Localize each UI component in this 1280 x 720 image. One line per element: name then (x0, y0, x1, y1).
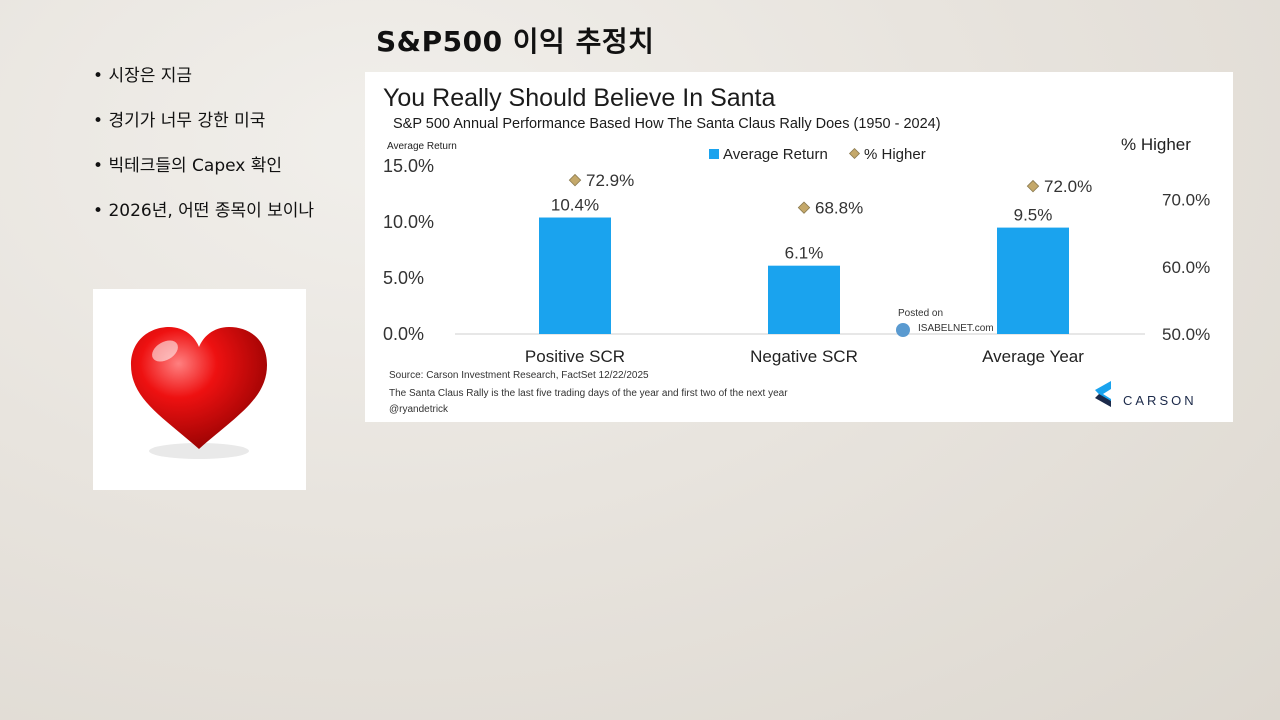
bullet-item: 시장은 지금 (93, 64, 314, 109)
right-axis-label: % Higher (1121, 135, 1191, 154)
category-label: Positive SCR (525, 347, 625, 366)
right-tick-label: 70.0% (1162, 191, 1210, 210)
bar-data-label: 9.5% (1014, 206, 1053, 225)
chart-note: The Santa Claus Rally is the last five t… (389, 388, 788, 399)
chart-source: Source: Carson Investment Research, Fact… (389, 370, 649, 381)
left-axis-label: Average Return (387, 141, 457, 152)
marker-pct-higher (797, 201, 811, 214)
carson-brand: CARSON (1123, 393, 1197, 408)
watermark-line1: Posted on (898, 308, 943, 319)
bar-data-label: 10.4% (551, 196, 599, 215)
left-tick-label: 10.0% (383, 212, 434, 232)
marker-data-label: 68.8% (815, 199, 863, 218)
left-tick-label: 5.0% (383, 268, 424, 288)
heart-icon (131, 327, 267, 459)
marker-pct-higher (568, 173, 582, 187)
carson-logo-icon-shade (1095, 394, 1111, 407)
chart-card: You Really Should Believe In Santa S&P 5… (365, 72, 1233, 422)
marker-pct-higher (1026, 179, 1040, 193)
bar-data-label: 6.1% (785, 244, 824, 263)
legend-swatch-pct-higher (848, 147, 861, 160)
left-tick-label: 15.0% (383, 156, 434, 176)
right-tick-label: 60.0% (1162, 258, 1210, 277)
bar-average-return (539, 217, 611, 334)
category-label: Negative SCR (750, 347, 858, 366)
marker-data-label: 72.0% (1044, 177, 1092, 196)
left-tick-label: 0.0% (383, 324, 424, 344)
globe-icon (896, 323, 910, 337)
carson-logo: CARSON (1095, 381, 1197, 408)
heart-image (93, 289, 306, 490)
chart-title: You Really Should Believe In Santa (383, 84, 776, 112)
category-label: Average Year (982, 347, 1084, 366)
chart-svg: You Really Should Believe In Santa S&P 5… (383, 84, 1210, 415)
bullet-item: 2026년, 어떤 종목이 보이나 (93, 199, 314, 244)
bar-average-return (768, 265, 840, 334)
legend-label-pct-higher: % Higher (864, 146, 926, 163)
bar-average-return (997, 227, 1069, 334)
watermark-line2: ISABELNET.com (918, 323, 994, 334)
legend-swatch-average-return (709, 149, 719, 159)
slide-title: S&P500 이익 추정치 (376, 25, 655, 58)
chart-subtitle: S&P 500 Annual Performance Based How The… (393, 116, 941, 132)
legend-label-average-return: Average Return (723, 146, 828, 163)
right-tick-label: 50.0% (1162, 325, 1210, 344)
bullet-item: 경기가 너무 강한 미국 (93, 109, 314, 154)
isabelnet-watermark: Posted on ISABELNET.com (896, 308, 994, 337)
bullet-item: 빅테크들의 Capex 확인 (93, 154, 314, 199)
marker-data-label: 72.9% (586, 171, 634, 190)
chart-handle: @ryandetrick (389, 404, 449, 415)
bullet-list: 시장은 지금 경기가 너무 강한 미국 빅테크들의 Capex 확인 2026년… (93, 64, 314, 244)
